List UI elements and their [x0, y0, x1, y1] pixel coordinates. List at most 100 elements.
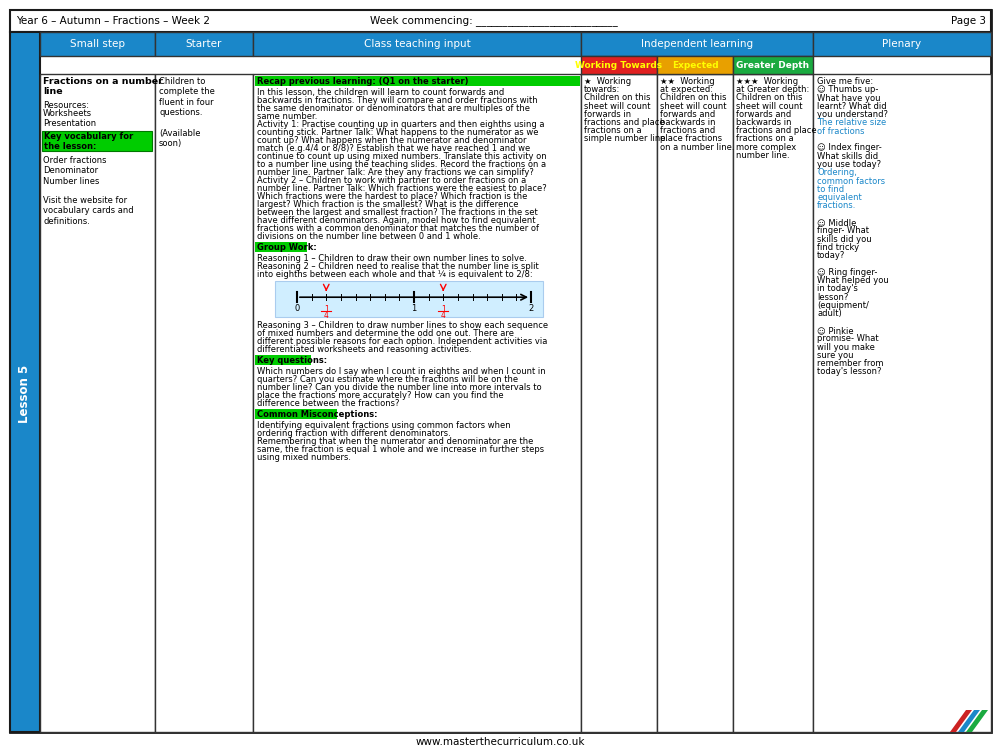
- Text: 0: 0: [294, 304, 300, 313]
- Text: Plenary: Plenary: [882, 39, 922, 49]
- Bar: [581, 32, 813, 56]
- Text: Which numbers do I say when I count in eighths and when I count in: Which numbers do I say when I count in e…: [257, 367, 546, 376]
- Text: sheet will count: sheet will count: [660, 101, 726, 110]
- Text: number line? Can you divide the number line into more intervals to: number line? Can you divide the number l…: [257, 383, 542, 392]
- Text: forwards and: forwards and: [660, 110, 715, 118]
- Text: Identifying equivalent fractions using common factors when: Identifying equivalent fractions using c…: [257, 421, 511, 430]
- Text: forwards in: forwards in: [584, 110, 631, 118]
- Bar: [255, 355, 311, 365]
- Text: find tricky: find tricky: [817, 243, 859, 252]
- Text: Working Towards: Working Towards: [575, 61, 663, 70]
- Text: backwards in: backwards in: [736, 118, 792, 127]
- Text: Greater Depth: Greater Depth: [736, 61, 810, 70]
- Text: Ordering,: Ordering,: [817, 168, 857, 177]
- Text: ☺ Middle: ☺ Middle: [817, 218, 856, 227]
- Text: Starter: Starter: [186, 39, 222, 49]
- Bar: [42, 131, 152, 151]
- Text: place fractions: place fractions: [660, 134, 722, 143]
- Text: of mixed numbers and determine the odd one out. There are: of mixed numbers and determine the odd o…: [257, 329, 514, 338]
- Bar: [581, 56, 657, 74]
- Polygon shape: [958, 710, 980, 732]
- Text: fractions and: fractions and: [660, 126, 715, 135]
- Text: in today's: in today's: [817, 284, 858, 293]
- Text: quarters? Can you estimate where the fractions will be on the: quarters? Can you estimate where the fra…: [257, 375, 518, 384]
- Bar: [275, 281, 543, 317]
- Text: fractions on a: fractions on a: [736, 134, 794, 143]
- Text: The relative size: The relative size: [817, 118, 886, 128]
- Text: What have you: What have you: [817, 94, 881, 103]
- Text: ☺ Ring finger-: ☺ Ring finger-: [817, 268, 877, 277]
- Text: same, the fraction is equal 1 whole and we increase in further steps: same, the fraction is equal 1 whole and …: [257, 445, 544, 454]
- Text: Children on this: Children on this: [660, 94, 726, 103]
- Text: What helped you: What helped you: [817, 276, 889, 285]
- Text: Children to
complete the
fluent in four
questions.

(Available
soon): Children to complete the fluent in four …: [159, 77, 215, 148]
- Text: Order fractions
Denominator
Number lines: Order fractions Denominator Number lines: [43, 156, 106, 186]
- Text: 1: 1: [441, 305, 446, 314]
- Text: today's lesson?: today's lesson?: [817, 368, 882, 376]
- Text: In this lesson, the children will learn to count forwards and: In this lesson, the children will learn …: [257, 88, 504, 97]
- Text: to a number line using the teaching slides. Record the fractions on a: to a number line using the teaching slid…: [257, 160, 546, 169]
- Text: Which fractions were the hardest to place? Which fraction is the: Which fractions were the hardest to plac…: [257, 192, 527, 201]
- Text: Activity 1: Practise counting up in quarters and then eighths using a: Activity 1: Practise counting up in quar…: [257, 120, 544, 129]
- Text: you understand?: you understand?: [817, 110, 888, 119]
- Text: have different denominators. Again, model how to find equivalent: have different denominators. Again, mode…: [257, 216, 536, 225]
- Text: Visit the website for
vocabulary cards and
definitions.: Visit the website for vocabulary cards a…: [43, 196, 134, 226]
- Bar: [255, 409, 337, 419]
- Text: 1: 1: [411, 304, 417, 313]
- Text: counting stick. Partner Talk: What happens to the numerator as we: counting stick. Partner Talk: What happe…: [257, 128, 538, 137]
- Bar: [253, 32, 581, 56]
- Text: more complex: more complex: [736, 142, 796, 152]
- Text: ordering fraction with different denominators.: ordering fraction with different denomin…: [257, 429, 451, 438]
- Text: Activity 2 – Children to work with partner to order fractions on a: Activity 2 – Children to work with partn…: [257, 176, 526, 185]
- Text: Independent learning: Independent learning: [641, 39, 753, 49]
- Text: backwards in fractions. They will compare and order fractions with: backwards in fractions. They will compar…: [257, 96, 538, 105]
- Text: ☺ Pinkie: ☺ Pinkie: [817, 326, 854, 335]
- Text: Key vocabulary for
the lesson:: Key vocabulary for the lesson:: [44, 132, 133, 152]
- Text: to find: to find: [817, 185, 844, 194]
- Text: differentiated worksheets and reasoning activities.: differentiated worksheets and reasoning …: [257, 345, 472, 354]
- Text: 4: 4: [441, 311, 446, 320]
- Text: match (e.g.4/4 or 8/8)? Establish that we have reached 1 and we: match (e.g.4/4 or 8/8)? Establish that w…: [257, 144, 530, 153]
- Text: largest? Which fraction is the smallest? What is the difference: largest? Which fraction is the smallest?…: [257, 200, 518, 209]
- Text: ★  Working: ★ Working: [584, 77, 631, 86]
- Text: Resources:: Resources:: [43, 101, 89, 110]
- Text: finger- What: finger- What: [817, 226, 869, 236]
- Text: Children on this: Children on this: [736, 94, 802, 103]
- Text: sheet will count: sheet will count: [584, 101, 650, 110]
- Text: Give me five:: Give me five:: [817, 77, 873, 86]
- Text: towards:: towards:: [584, 86, 620, 94]
- Text: number line. Partner Talk: Are they any fractions we can simplify?: number line. Partner Talk: Are they any …: [257, 168, 534, 177]
- Text: fractions and place: fractions and place: [584, 118, 665, 127]
- Text: ☺ Thumbs up-: ☺ Thumbs up-: [817, 86, 878, 94]
- Bar: [733, 56, 813, 74]
- Text: using mixed numbers.: using mixed numbers.: [257, 453, 351, 462]
- Bar: [733, 74, 813, 732]
- Bar: [813, 32, 991, 56]
- Text: at expected:: at expected:: [660, 86, 713, 94]
- Text: (equipment/: (equipment/: [817, 301, 869, 310]
- Text: Reasoning 1 – Children to draw their own number lines to solve.: Reasoning 1 – Children to draw their own…: [257, 254, 527, 263]
- Text: same number.: same number.: [257, 112, 317, 121]
- Text: you use today?: you use today?: [817, 160, 881, 169]
- Text: Reasoning 2 – Children need to realise that the number line is split: Reasoning 2 – Children need to realise t…: [257, 262, 539, 271]
- Text: into eighths between each whole and that ¼ is equivalent to 2/8:: into eighths between each whole and that…: [257, 270, 533, 279]
- Text: Children on this: Children on this: [584, 94, 650, 103]
- Text: will you make: will you make: [817, 343, 875, 352]
- Text: skills did you: skills did you: [817, 235, 872, 244]
- Text: Week commencing: ___________________________: Week commencing: _______________________…: [370, 16, 618, 26]
- Text: remember from: remember from: [817, 359, 884, 368]
- Text: different possible reasons for each option. Independent activities via: different possible reasons for each opti…: [257, 337, 547, 346]
- Polygon shape: [950, 710, 972, 732]
- Text: sure you: sure you: [817, 351, 854, 360]
- Text: number line.: number line.: [736, 151, 790, 160]
- Bar: [10, 10, 991, 32]
- Text: Group Work:: Group Work:: [257, 243, 317, 252]
- Text: Key questions:: Key questions:: [257, 356, 327, 365]
- Text: promise- What: promise- What: [817, 334, 879, 344]
- Text: divisions on the number line between 0 and 1 whole.: divisions on the number line between 0 a…: [257, 232, 481, 241]
- Bar: [255, 76, 580, 86]
- Text: Lesson 5: Lesson 5: [18, 365, 32, 423]
- Bar: [253, 74, 581, 732]
- Bar: [581, 74, 657, 732]
- Text: 4: 4: [324, 311, 329, 320]
